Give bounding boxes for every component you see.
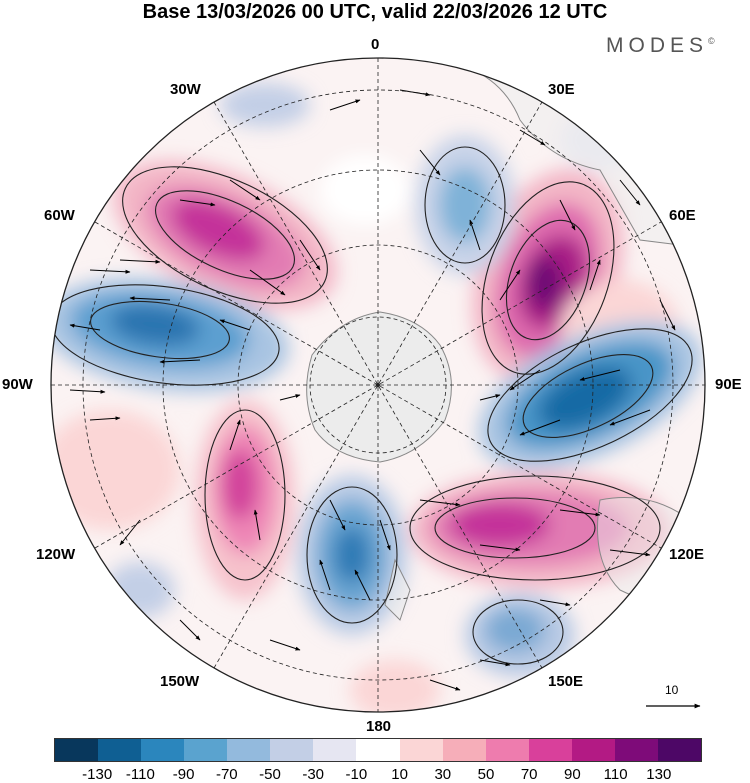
lon-label-90w: 90W xyxy=(2,376,33,393)
new-zealand xyxy=(384,558,411,621)
wind-vectors xyxy=(69,89,676,691)
colorbar-tick-label: -30 xyxy=(302,766,325,783)
colorbar-swatch xyxy=(141,739,185,761)
lon-label-60w: 60W xyxy=(44,207,75,224)
colorbar-tick-label: -70 xyxy=(215,766,238,783)
colorbar xyxy=(54,738,702,762)
lon-label-30w: 30W xyxy=(170,81,201,98)
colorbar-tick-label: 10 xyxy=(391,766,408,783)
colorbar-swatch xyxy=(528,739,572,761)
modes-logo: MODES© xyxy=(606,34,715,57)
colorbar-tick-label: 90 xyxy=(564,766,581,783)
colorbar-tick-label: 50 xyxy=(477,766,495,783)
colorbar-swatch xyxy=(184,739,228,761)
lon-label-120e: 120E xyxy=(669,546,705,563)
colorbar-tick-label: 70 xyxy=(520,766,538,783)
lon-label-180: 180 xyxy=(366,718,392,735)
colorbar-tick-label: 130 xyxy=(646,766,672,783)
reference-vector-label: 10 xyxy=(665,683,679,697)
colorbar-swatch xyxy=(98,739,142,761)
map-title: Base 13/03/2026 00 UTC, valid 22/03/2026… xyxy=(142,1,608,23)
colorbar-tick-label: -10 xyxy=(345,766,368,783)
lon-label-120w: 120W xyxy=(36,546,76,563)
colorbar-tick-label: -110 xyxy=(125,766,155,783)
colorbar-swatch xyxy=(356,739,400,761)
lon-label-30e: 30E xyxy=(548,81,575,98)
colorbar-tick-label: 110 xyxy=(603,766,628,783)
lon-label-150e: 150E xyxy=(548,673,584,690)
colorbar-swatch xyxy=(55,739,99,761)
anomaly-field xyxy=(51,58,705,712)
colorbar-swatch xyxy=(571,739,615,761)
lon-label-0: 0 xyxy=(371,36,380,53)
colorbar-tick-label: -50 xyxy=(259,766,281,783)
colorbar-tick-label: -90 xyxy=(172,766,195,783)
colorbar-swatch xyxy=(614,739,658,761)
colorbar-swatch xyxy=(485,739,529,761)
colorbar-swatch xyxy=(227,739,271,761)
colorbar-swatch xyxy=(313,739,357,761)
lon-label-150w: 150W xyxy=(160,673,200,690)
lon-label-60e: 60E xyxy=(669,207,696,224)
colorbar-swatch xyxy=(442,739,486,761)
graticule xyxy=(51,58,705,712)
lon-label-90e: 90E xyxy=(715,376,742,393)
colorbar-tick-label: 30 xyxy=(434,766,452,783)
colorbar-tick-label: -130 xyxy=(82,766,113,783)
colorbar-swatch xyxy=(399,739,443,761)
contours xyxy=(51,146,693,665)
colorbar-swatch xyxy=(657,739,701,761)
colorbar-swatch xyxy=(270,739,314,761)
